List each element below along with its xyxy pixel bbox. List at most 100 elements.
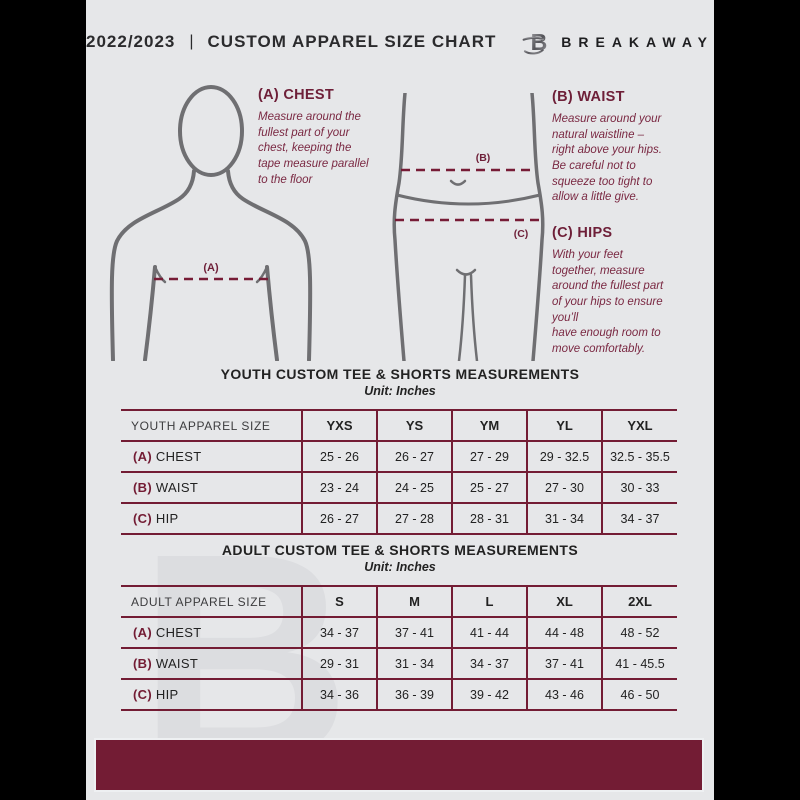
row-label-text: HIP (155, 687, 179, 702)
row-label-prefix: (A) (133, 625, 152, 640)
measurement-value: 23 - 24 (301, 472, 377, 503)
table-row: (C) HIP 34 - 36 36 - 39 39 - 42 43 - 46 … (121, 679, 677, 710)
size-column-header: S (301, 586, 377, 617)
table-row: (B) WAIST 29 - 31 31 - 34 34 - 37 37 - 4… (121, 648, 677, 679)
size-chart-page: 2022/2023 | CUSTOM APPAREL SIZE CHART B … (86, 0, 714, 800)
svg-text:(C): (C) (514, 228, 529, 240)
size-column-header: XL (526, 586, 602, 617)
size-column-header: 2XL (601, 586, 677, 617)
measurement-value: 37 - 41 (376, 617, 452, 648)
measurement-value: 30 - 33 (601, 472, 677, 503)
measurement-value: 27 - 30 (526, 472, 602, 503)
measurement-value: 34 - 36 (301, 679, 377, 710)
row-label: (C) HIP (121, 679, 302, 710)
size-column-header: YXS (301, 410, 377, 441)
measurement-diagrams: (A) (B) (C) (A) CHEST Measure around the… (86, 75, 714, 367)
footer-bar (96, 740, 702, 790)
measurement-value: 39 - 42 (451, 679, 527, 710)
measurement-value: 29 - 32.5 (526, 441, 602, 472)
measurement-value: 26 - 27 (301, 503, 377, 534)
row-label-prefix: (B) (133, 656, 152, 671)
measurement-value: 34 - 37 (301, 617, 377, 648)
svg-text:(B): (B) (476, 152, 491, 164)
measurement-value: 34 - 37 (451, 648, 527, 679)
row-label-text: WAIST (155, 480, 199, 495)
measurement-value: 24 - 25 (376, 472, 452, 503)
row-label-prefix: (A) (133, 449, 152, 464)
size-column-header: YM (451, 410, 527, 441)
header-divider: | (189, 33, 194, 50)
table-row: (A) CHEST 34 - 37 37 - 41 41 - 44 44 - 4… (121, 617, 677, 648)
chest-instruction-text: Measure around the fullest part of your … (258, 111, 369, 186)
row-label-text: WAIST (155, 656, 199, 671)
row-label-text: CHEST (155, 449, 202, 464)
row-label-text: CHEST (155, 625, 202, 640)
row-label-prefix: (C) (133, 511, 152, 526)
measurement-value: 28 - 31 (451, 503, 527, 534)
chest-instruction: (A) CHEST Measure around the fullest par… (258, 87, 400, 188)
measurement-value: 41 - 44 (451, 617, 527, 648)
measurement-value: 25 - 26 (301, 441, 377, 472)
measurement-value: 36 - 39 (376, 679, 452, 710)
measurement-value: 43 - 46 (526, 679, 602, 710)
lower-body-figure-icon: (B) (C) (392, 93, 545, 361)
measurement-value: 31 - 34 (376, 648, 452, 679)
youth-apparel-size-label: YOUTH APPAREL SIZE (131, 418, 271, 433)
youth-table-unit: Unit: Inches (364, 384, 436, 398)
row-label: (B) WAIST (121, 472, 302, 503)
page-title: CUSTOM APPAREL SIZE CHART (207, 32, 497, 51)
table-row: (C) HIP 26 - 27 27 - 28 28 - 31 31 - 34 … (121, 503, 677, 534)
measurement-value: 32.5 - 35.5 (601, 441, 677, 472)
measurement-value: 27 - 29 (451, 441, 527, 472)
hips-instruction-text: With your feet together, measure around … (552, 249, 664, 355)
youth-table-title-block: YOUTH CUSTOM TEE & SHORTS MEASUREMENTS U… (86, 366, 714, 398)
header: 2022/2023 | CUSTOM APPAREL SIZE CHART B … (86, 22, 714, 62)
measurement-value: 25 - 27 (451, 472, 527, 503)
measurement-value: 29 - 31 (301, 648, 377, 679)
adult-header-row: ADULT APPAREL SIZE S M L XL 2XL (121, 586, 677, 617)
adult-table-title-block: ADULT CUSTOM TEE & SHORTS MEASUREMENTS U… (86, 542, 714, 574)
svg-text:B: B (531, 29, 548, 55)
row-label: (A) CHEST (121, 441, 302, 472)
youth-header-row: YOUTH APPAREL SIZE YXS YS YM YL YXL (121, 410, 677, 441)
hips-instruction-heading: (C) HIPS (552, 225, 613, 241)
table-row: (B) WAIST 23 - 24 24 - 25 25 - 27 27 - 3… (121, 472, 677, 503)
row-label: (B) WAIST (121, 648, 302, 679)
adult-size-table: ADULT APPAREL SIZE S M L XL 2XL (A) CHES… (121, 585, 677, 711)
size-column-header: YS (376, 410, 452, 441)
measurement-value: 41 - 45.5 (601, 648, 677, 679)
brand-label: BREAKAWAY (561, 34, 714, 50)
row-label: (A) CHEST (121, 617, 302, 648)
row-label-prefix: (B) (133, 480, 152, 495)
size-column-header: YXL (601, 410, 677, 441)
measurement-value: 44 - 48 (526, 617, 602, 648)
measurement-value: 37 - 41 (526, 648, 602, 679)
waist-instruction-text: Measure around your natural waistline – … (552, 113, 662, 204)
torso-figure-icon: (A) (109, 85, 313, 361)
waist-instruction: (B) WAIST Measure around your natural wa… (552, 89, 710, 206)
svg-text:(A): (A) (203, 262, 219, 274)
size-column-header: YL (526, 410, 602, 441)
row-label: (C) HIP (121, 503, 302, 534)
measurement-value: 26 - 27 (376, 441, 452, 472)
chest-instruction-heading: (A) CHEST (258, 87, 334, 103)
adult-table-title: ADULT CUSTOM TEE & SHORTS MEASUREMENTS (221, 542, 579, 558)
measurement-value: 31 - 34 (526, 503, 602, 534)
year-label: 2022/2023 (86, 32, 176, 51)
youth-table-title: YOUTH CUSTOM TEE & SHORTS MEASUREMENTS (220, 366, 580, 382)
measurement-value: 46 - 50 (601, 679, 677, 710)
size-column-header: L (451, 586, 527, 617)
row-label-text: HIP (155, 511, 179, 526)
measurement-value: 34 - 37 (601, 503, 677, 534)
measurement-value: 27 - 28 (376, 503, 452, 534)
youth-size-table: YOUTH APPAREL SIZE YXS YS YM YL YXL (A) … (121, 409, 677, 535)
waist-instruction-heading: (B) WAIST (552, 89, 625, 105)
table-row: (A) CHEST 25 - 26 26 - 27 27 - 29 29 - 3… (121, 441, 677, 472)
measurement-value: 48 - 52 (601, 617, 677, 648)
hips-instruction: (C) HIPS With your feet together, measur… (552, 225, 710, 357)
adult-apparel-size-label: ADULT APPAREL SIZE (131, 594, 267, 609)
size-column-header: M (376, 586, 452, 617)
adult-table-unit: Unit: Inches (364, 560, 436, 574)
row-label-prefix: (C) (133, 687, 152, 702)
breakaway-logo-icon: B (522, 29, 548, 55)
